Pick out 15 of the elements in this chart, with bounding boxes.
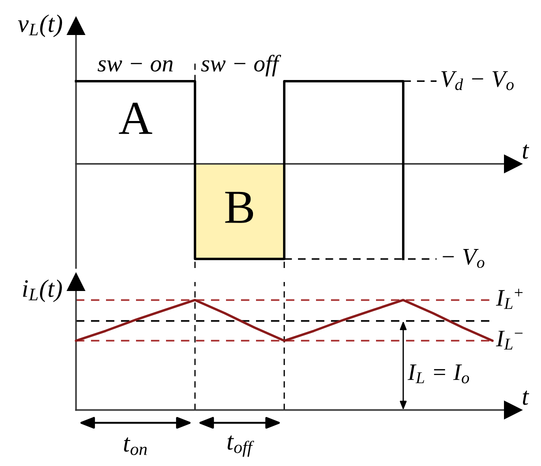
annotation: A [118, 102, 152, 134]
x-axis-title: t [522, 390, 530, 405]
x-axis-title: t [522, 144, 530, 159]
text: sw − off [201, 54, 282, 76]
ref-line-label: − V$_{o}$ [442, 249, 484, 268]
ref-line-label: I$_{L}$$^{−}$ [496, 330, 523, 350]
annotation: B [225, 192, 254, 223]
text: t$_{off}$ [228, 435, 254, 457]
text: sw − on [98, 60, 173, 72]
ref-line-label: I$_{L}$$^{+}$ [496, 288, 523, 309]
text: t$_{on}$ [124, 437, 147, 456]
y-axis-title: v$_{L}$(t) [18, 14, 62, 38]
y-axis-title: i$_{L}$(t) [23, 279, 62, 302]
ref-line-label: V$_{d}$ − V$_{o}$ [441, 71, 514, 90]
annotation: I$_{L}$ = I$_{o}$ [408, 364, 470, 384]
